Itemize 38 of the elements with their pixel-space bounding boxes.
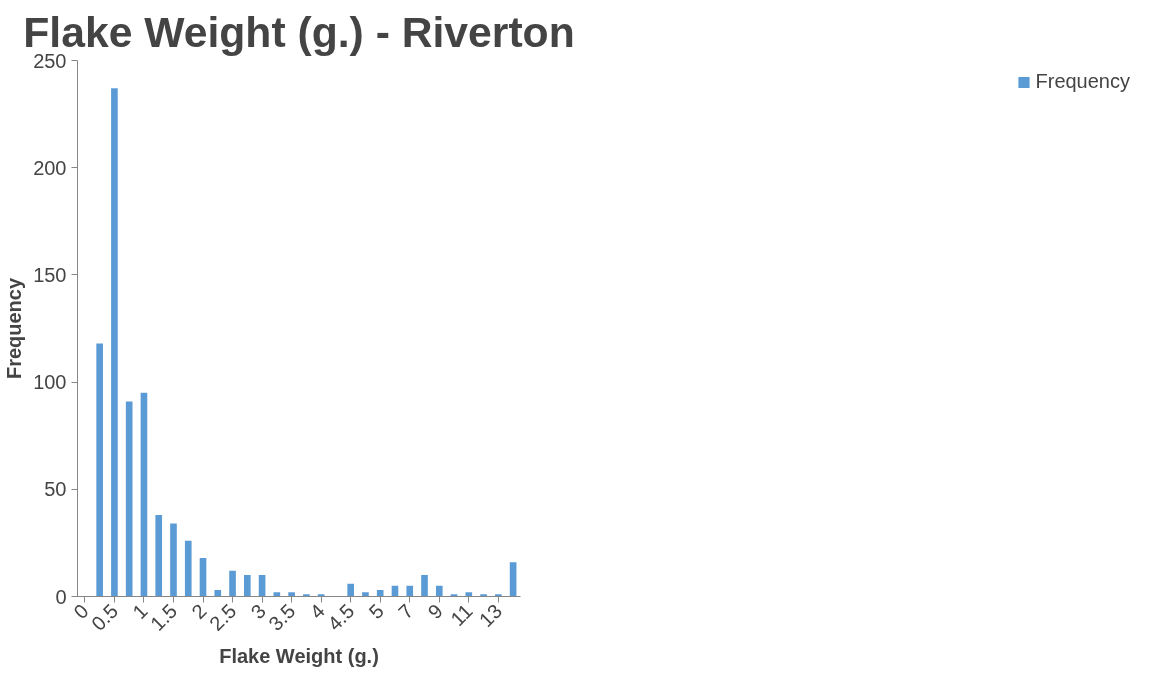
bar xyxy=(140,392,148,597)
bar xyxy=(111,88,118,597)
bar xyxy=(421,575,428,597)
bar xyxy=(362,592,369,597)
x-axis-title: Flake Weight (g.) xyxy=(219,645,379,668)
bar xyxy=(170,523,177,597)
legend-label: Frequency xyxy=(1035,70,1130,93)
x-tick-label: 11 xyxy=(446,599,477,630)
bar xyxy=(347,583,355,597)
x-tick-label: 1 xyxy=(128,599,152,624)
bar xyxy=(229,570,236,597)
bar xyxy=(303,594,310,597)
x-tick-label: 7 xyxy=(394,599,418,624)
bar xyxy=(184,540,192,597)
y-axis-title: Frequency xyxy=(3,277,26,380)
y-tick-label: 100 xyxy=(33,371,67,394)
x-tick-label: 13 xyxy=(474,599,507,632)
bar xyxy=(243,575,251,597)
y-tick-label: 150 xyxy=(33,263,67,286)
bar xyxy=(435,585,443,597)
x-tick-label: 5 xyxy=(364,599,388,624)
bar xyxy=(155,515,163,597)
bar xyxy=(465,592,473,597)
bar xyxy=(495,594,502,597)
x-tick-label: 9 xyxy=(423,599,448,624)
y-tick-label: 250 xyxy=(33,49,67,72)
bar xyxy=(288,592,295,597)
y-tick-label: 50 xyxy=(44,478,67,501)
x-tick-label: 2 xyxy=(187,599,211,624)
bar xyxy=(214,590,222,597)
y-tick-label: 0 xyxy=(55,585,67,608)
y-tick-label: 200 xyxy=(33,156,67,179)
bar xyxy=(125,401,133,597)
bar xyxy=(376,590,384,597)
bar xyxy=(406,585,414,597)
bar xyxy=(96,343,103,597)
bar xyxy=(480,594,487,597)
x-tick-label: 0 xyxy=(69,599,93,624)
